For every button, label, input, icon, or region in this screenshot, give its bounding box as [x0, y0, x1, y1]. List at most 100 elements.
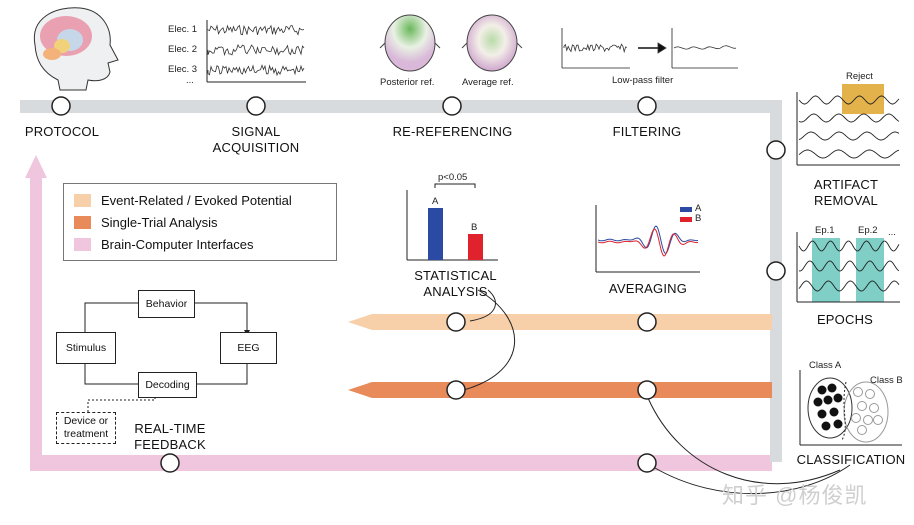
bci-track-left: [30, 175, 42, 471]
electrode-label-3: Elec. 3: [168, 64, 198, 75]
class-a-point: [821, 421, 831, 431]
class-a-point: [833, 393, 843, 403]
stat-bar-a: [428, 208, 443, 260]
posterior-scalp: [384, 14, 436, 72]
flow-eeg: EEG: [220, 332, 277, 364]
class-b-point: [857, 401, 867, 411]
main-track-top: [20, 100, 782, 113]
node-averaging-single: [637, 380, 657, 400]
classification-illustration: [799, 370, 902, 446]
legend-item-bci: Brain-Computer Interfaces: [74, 236, 253, 252]
class-b-point: [865, 389, 875, 399]
artifact-trace: [798, 131, 900, 141]
single-trial-arrow: [348, 382, 772, 398]
head-illustration: [33, 7, 119, 91]
signal-traces: [206, 20, 306, 83]
flow-behavior: Behavior: [138, 290, 195, 318]
average-scalp: [466, 14, 518, 72]
stage-averaging: AVERAGING: [608, 281, 688, 296]
scalp-maps: [379, 14, 523, 72]
stage-classification: CLASSIFICATION: [796, 452, 906, 467]
erp-arrow: [348, 314, 772, 330]
artifact-trace: [798, 149, 900, 159]
electrode-label-2: Elec. 2: [168, 44, 198, 55]
legend-swatch-erp: [74, 193, 91, 207]
node-averaging-erp: [637, 312, 657, 332]
class-a-point: [827, 383, 837, 393]
stage-filtering: FILTERING: [612, 124, 682, 139]
electrode-label-more: ...: [186, 75, 194, 86]
class-a-point: [829, 407, 839, 417]
classification-connector: [647, 397, 841, 485]
epoch-trace: [798, 280, 900, 292]
flow-device: Device or treatment: [56, 412, 116, 444]
class-a-point: [823, 395, 833, 405]
class-b-point: [851, 413, 861, 423]
bar-a-label: A: [432, 196, 439, 207]
bar-b-label: B: [471, 222, 478, 233]
artifact-trace: [798, 113, 900, 123]
reject-label: Reject: [846, 71, 873, 82]
class-b-point: [863, 415, 873, 425]
legend-item-erp: Event-Related / Evoked Potential: [74, 192, 292, 208]
posterior-ref-label: Posterior ref.: [380, 77, 435, 88]
class-a-point: [813, 397, 823, 407]
class-a-label: Class A: [809, 360, 842, 371]
bci-track: [25, 155, 772, 471]
artifact-trace: [798, 95, 900, 105]
stats-connector-2: [469, 289, 496, 322]
class-b-point: [853, 387, 863, 397]
stage-signal-acquisition: SIGNAL ACQUISITION: [212, 124, 300, 155]
stage-epochs: EPOCHS: [816, 312, 874, 327]
epoch-2-window: [856, 238, 884, 302]
electrode-label-1: Elec. 1: [168, 24, 198, 35]
flow-stimulus: Stimulus: [56, 332, 116, 364]
main-track-right: [770, 100, 782, 462]
node-re-referencing: [442, 96, 462, 116]
epoch-label-1: Ep.1: [815, 225, 835, 236]
stat-bar-b: [468, 234, 483, 260]
flow-decoding: Decoding: [138, 372, 197, 398]
node-artifact-removal: [766, 140, 786, 160]
average-ref-label: Average ref.: [462, 77, 514, 88]
class-b-point: [873, 415, 883, 425]
avg-legend-a: A: [695, 203, 702, 214]
node-epochs: [766, 261, 786, 281]
flow-arrows: [84, 302, 248, 412]
class-a-point: [817, 385, 827, 395]
stage-artifact-removal: ARTIFACT REMOVAL: [813, 177, 879, 208]
artifact-illustration: [796, 84, 900, 166]
node-filtering: [637, 96, 657, 116]
bci-track-bottom: [30, 455, 772, 471]
avg-legend-b: B: [695, 213, 702, 224]
filter-label: Low-pass filter: [612, 75, 674, 86]
node-stats-erp: [446, 312, 466, 332]
stats-chart: [406, 183, 498, 261]
epoch-trace: [798, 260, 900, 272]
class-b-point: [857, 425, 867, 435]
watermark: 知乎 @杨俊凯: [722, 483, 868, 508]
class-a-point: [833, 419, 843, 429]
epoch-trace: [798, 240, 900, 252]
filter-illustration: [561, 28, 738, 69]
stage-protocol: PROTOCOL: [24, 124, 100, 139]
bci-track-arrowhead: [25, 155, 47, 178]
p-value-label: p<0.05: [438, 172, 468, 183]
legend-swatch-single-trial: [74, 215, 91, 229]
node-signal-acquisition: [246, 96, 266, 116]
class-a-point: [817, 409, 827, 419]
class-b-label: Class B: [870, 375, 903, 386]
stage-re-referencing: RE-REFERENCING: [392, 124, 513, 139]
epoch-label-more: ...: [888, 227, 896, 238]
epochs-illustration: [796, 232, 900, 303]
reject-window: [842, 84, 884, 114]
node-stats-single: [446, 380, 466, 400]
stage-real-time-feedback: REAL-TIME FEEDBACK: [134, 421, 206, 452]
epoch-label-2: Ep.2: [858, 225, 878, 236]
node-feedback: [160, 453, 180, 473]
node-classification: [637, 453, 657, 473]
stats-connector: [455, 289, 515, 393]
legend-item-single-trial: Single-Trial Analysis: [74, 214, 218, 230]
legend-swatch-bci: [74, 237, 91, 251]
